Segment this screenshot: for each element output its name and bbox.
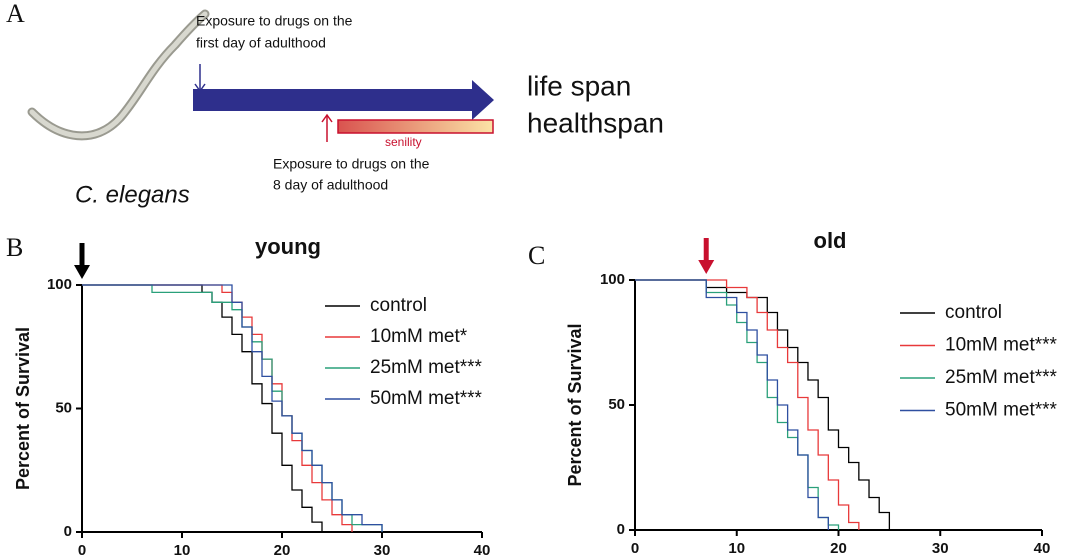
legend-label: 50mM met***	[370, 388, 483, 409]
timeline-arrow	[193, 80, 494, 120]
chart-title: old	[814, 228, 847, 253]
outcome: healthspan	[527, 107, 664, 138]
y-tick-label: 0	[617, 521, 625, 538]
x-tick-label: 20	[274, 542, 291, 559]
annotation: 8 day of adulthood	[273, 177, 388, 193]
y-tick-label: 50	[608, 396, 625, 413]
legend-label: 10mM met*	[370, 326, 468, 347]
chart-title: young	[255, 234, 321, 259]
x-tick-label: 10	[174, 542, 191, 559]
x-tick-label: 10	[728, 540, 745, 557]
y-axis-label: Percent of Survival	[13, 327, 33, 490]
x-tick-label: 0	[631, 540, 639, 557]
y-tick-label: 0	[64, 523, 72, 540]
legend-label: 25mM met***	[945, 367, 1058, 388]
y-tick-label: 100	[600, 271, 625, 288]
y-tick-label: 100	[47, 276, 72, 293]
x-tick-label: 20	[830, 540, 847, 557]
x-tick-label: 40	[1034, 540, 1051, 557]
panel-label: A	[6, 0, 25, 28]
x-tick-label: 0	[78, 542, 86, 559]
exposure-arrow	[74, 243, 90, 279]
survival-line	[635, 279, 860, 530]
survival-line	[82, 284, 323, 532]
x-tick-label: 30	[374, 542, 391, 559]
survival-line	[635, 279, 891, 530]
panel-label: B	[6, 233, 23, 262]
annotation: Exposure to drugs on the	[196, 13, 353, 29]
legend-label: control	[370, 295, 427, 316]
panel-label: C	[528, 241, 545, 270]
annotation: Exposure to drugs on the	[273, 156, 430, 172]
x-tick-label: 40	[474, 542, 491, 559]
senility-label: senility	[385, 135, 422, 149]
legend-label: 25mM met***	[370, 357, 483, 378]
x-tick-label: 30	[932, 540, 949, 557]
arrow-head	[321, 113, 333, 123]
worm	[27, 9, 210, 141]
senility-bar	[337, 119, 494, 134]
survival-line	[82, 284, 383, 532]
survival-line	[82, 284, 353, 532]
organism: C. elegans	[75, 181, 190, 208]
exposure-arrow	[698, 238, 715, 274]
legend-label: control	[945, 302, 1002, 323]
outcome: life span	[527, 70, 631, 101]
legend-label: 10mM met***	[945, 335, 1058, 356]
survival-line	[635, 279, 829, 530]
y-axis-label: Percent of Survival	[565, 323, 585, 486]
legend-label: 50mM met***	[945, 400, 1058, 421]
annotation: first day of adulthood	[196, 35, 326, 51]
y-tick-label: 50	[55, 399, 72, 416]
